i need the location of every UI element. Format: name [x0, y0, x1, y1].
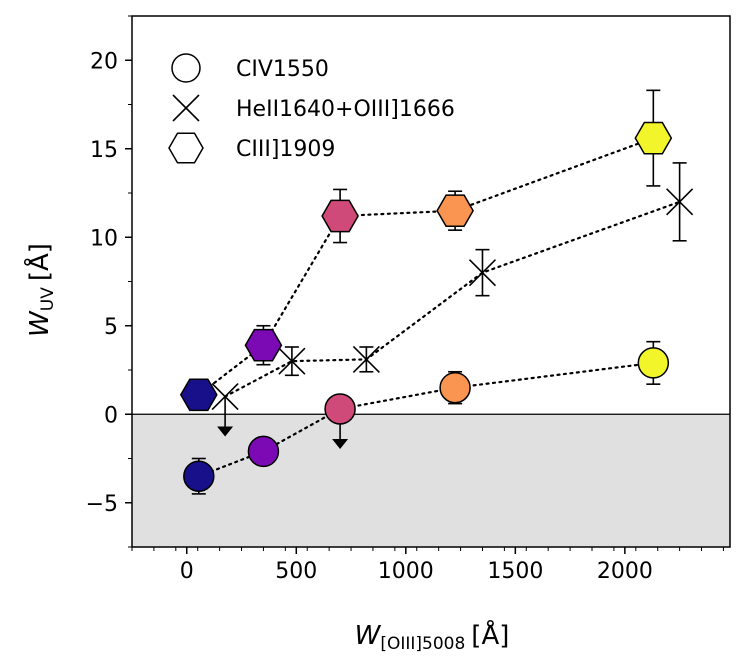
y-tick-label: 5 — [104, 315, 118, 340]
legend-x-icon-stroke-b — [172, 94, 200, 122]
ciii-marker — [634, 121, 673, 155]
heii-marker — [468, 259, 497, 287]
x-tick-label: 0 — [180, 559, 194, 584]
legend-label: CIII]1909 — [236, 137, 335, 162]
ciii-marker — [179, 378, 218, 412]
y-tick-label: 15 — [90, 138, 118, 163]
x-tick-label: 1500 — [487, 559, 543, 584]
x-tick-label: 2000 — [597, 559, 653, 584]
upper-limit-arrow — [217, 396, 234, 437]
y-tick-label: 20 — [90, 49, 118, 74]
civ-marker — [183, 460, 215, 492]
legend-label: HeII1640+OIII]1666 — [236, 97, 455, 122]
legend-circle-icon — [171, 53, 201, 83]
heii-marker — [352, 345, 380, 373]
heii-marker — [666, 188, 694, 216]
ciii-marker — [321, 199, 359, 233]
ciii-marker — [244, 328, 283, 362]
civ-marker — [637, 347, 670, 379]
civ-marker — [324, 393, 356, 425]
x-axis-label: W[OIII]5008 [Å] — [355, 619, 510, 654]
heii-marker-stroke-b — [468, 259, 497, 287]
heii-marker-stroke-b — [211, 382, 239, 411]
series-line-hexagon — [197, 137, 655, 396]
heii-marker — [211, 382, 239, 411]
shaded-region-layer — [132, 414, 730, 547]
heii-marker-stroke-b — [352, 345, 380, 373]
x-ticks: 0 500 1000 1500 2000 — [131, 547, 724, 584]
civ-marker — [439, 371, 471, 404]
heii-marker-stroke-b — [278, 347, 306, 375]
upper-limit-arrowhead — [217, 426, 234, 437]
y-ticks: −5 0 5 10 15 20 — [86, 15, 132, 548]
x-tick-label: 500 — [275, 559, 317, 584]
upper-limit-arrowhead — [332, 438, 349, 449]
ciii-marker — [436, 194, 474, 228]
shaded-negative-region — [132, 414, 730, 547]
y-tick-label: −5 — [86, 492, 118, 517]
legend: CIV1550 HeII1640+OIII]1666 CIII]1909 — [168, 53, 455, 164]
heii-marker — [278, 347, 306, 375]
legend-label: CIV1550 — [236, 57, 329, 82]
y-tick-label: 10 — [90, 226, 118, 251]
y-axis-label: WUV[Å] — [23, 243, 58, 337]
legend-hexagon-icon — [168, 132, 204, 164]
x-tick-label: 1000 — [378, 559, 434, 584]
marker-layer — [179, 121, 694, 492]
civ-marker — [247, 435, 280, 468]
legend-x-icon — [172, 94, 200, 122]
heii-marker-stroke-b — [666, 188, 694, 216]
y-tick-label: 0 — [104, 403, 118, 428]
